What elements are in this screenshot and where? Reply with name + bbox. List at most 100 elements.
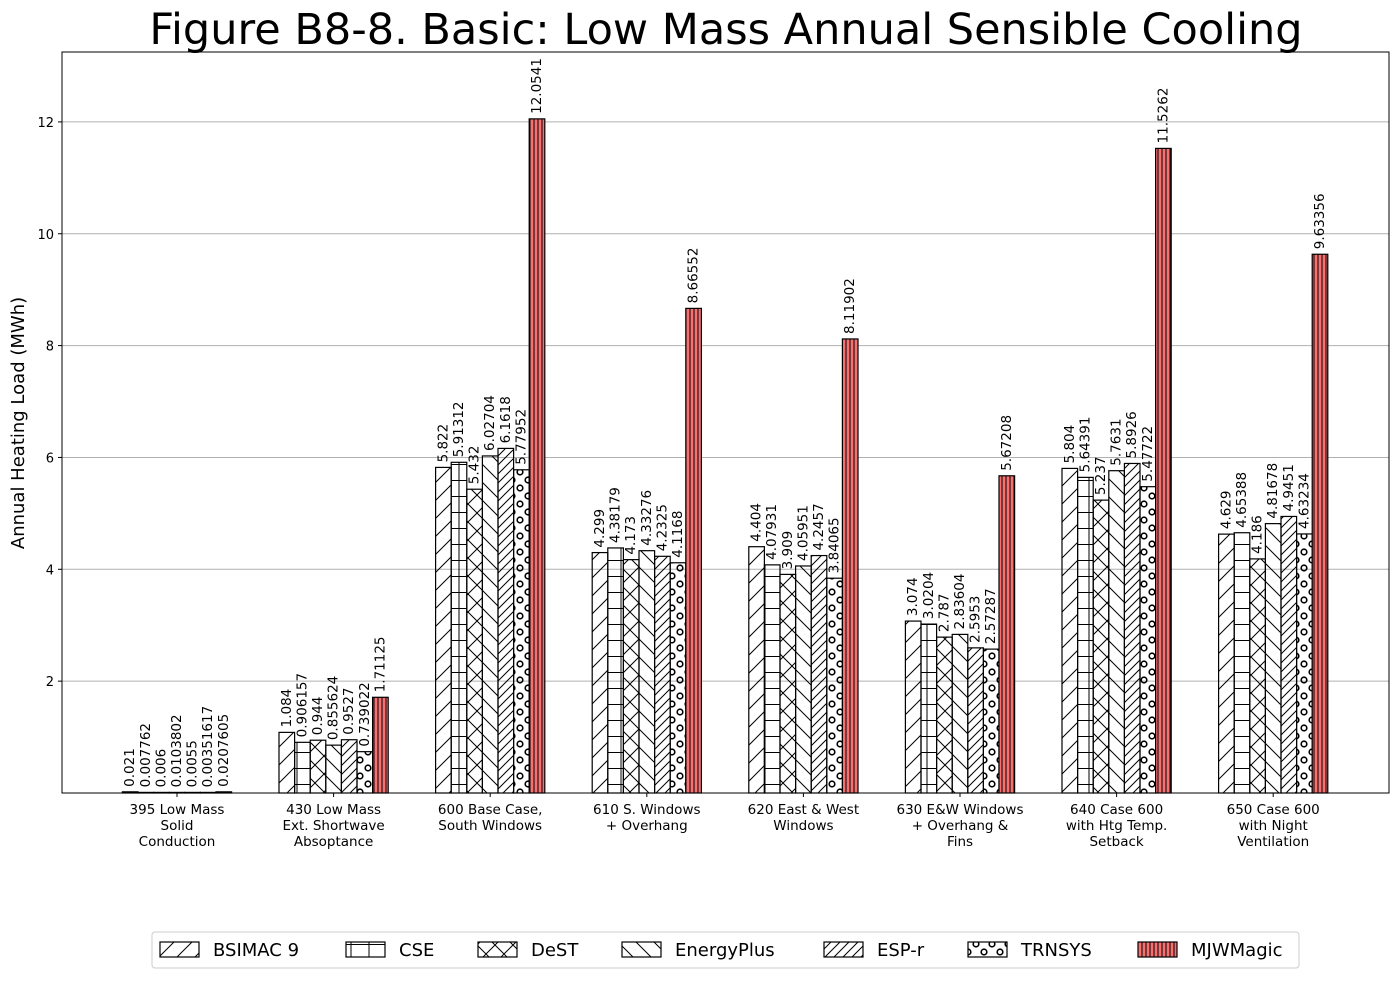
data-label: 3.074: [905, 577, 921, 616]
legend-swatch: [159, 941, 200, 958]
x-tick-label: 430 Low Mass Ext. Shortwave Absoptance: [282, 802, 384, 850]
bar: [1233, 532, 1251, 794]
data-label: 0.00351617: [200, 706, 216, 788]
bar: [669, 562, 687, 794]
legend-label: DeST: [531, 940, 579, 961]
data-label: 2.57287: [983, 588, 999, 644]
data-label: 5.822: [435, 424, 451, 463]
bar: [779, 573, 797, 794]
bar: [481, 455, 499, 794]
bar: [748, 546, 765, 794]
bar: [826, 577, 843, 794]
bar: [512, 469, 530, 794]
legend-swatch: [1137, 941, 1178, 958]
bar: [1061, 467, 1079, 794]
data-label: 1.71125: [372, 636, 388, 692]
legend-label: BSIMAC 9: [213, 940, 299, 961]
data-label: 9.63356: [1312, 193, 1328, 249]
data-label: 0.0055: [185, 740, 201, 787]
legend-label: EnergyPlus: [675, 940, 775, 961]
x-tick-label: 630 E&W Windows + Overhang & Fins: [896, 802, 1023, 850]
data-label: 0.944: [310, 697, 326, 736]
data-label: 0.007762: [138, 723, 154, 787]
data-label: 5.804: [1062, 425, 1078, 464]
data-label: 4.2457: [811, 503, 827, 550]
legend-label: MJWMagic: [1191, 940, 1283, 961]
data-label: 12.0541: [529, 58, 545, 114]
data-label: 4.81678: [1265, 463, 1281, 519]
bar: [1154, 147, 1172, 794]
bar: [1264, 523, 1282, 794]
bar: [309, 739, 327, 794]
data-label: 4.07931: [764, 504, 780, 560]
data-label: 4.2325: [654, 504, 670, 551]
legend-swatch: [967, 941, 1008, 958]
y-axis: 2 4 6 8 10 12: [37, 116, 62, 690]
bar: [1139, 486, 1157, 794]
bar: [622, 559, 640, 794]
bar: [638, 550, 656, 794]
legend-frame: [151, 931, 1300, 969]
bar: [982, 648, 1000, 794]
x-tick-label: 600 Base Case, South Windows: [438, 802, 543, 834]
y-tick-label: 6: [46, 451, 54, 466]
x-tick-label: 395 Low Mass Solid Conduction: [130, 802, 225, 850]
data-label: 2.787: [936, 593, 952, 632]
data-label: 5.237: [1093, 456, 1109, 495]
data-label: 4.173: [623, 516, 639, 555]
data-label: 4.63234: [1296, 473, 1312, 529]
data-label: 6.1618: [498, 396, 514, 443]
data-label: 0.739022: [357, 682, 373, 746]
data-label: 8.66552: [686, 248, 702, 304]
bar: [841, 338, 859, 794]
data-label: 3.909: [780, 531, 796, 570]
data-label: 5.64391: [1077, 417, 1093, 473]
bar: [763, 564, 781, 794]
gridlines: [62, 121, 1389, 682]
data-label: 5.47722: [1140, 426, 1156, 482]
bar: [685, 307, 702, 794]
bar: [967, 647, 984, 794]
bar: [435, 466, 452, 794]
x-tick-label: 640 Case 600 with Htg Temp. Setback: [1066, 802, 1168, 850]
bar: [278, 731, 296, 794]
bar: [1092, 499, 1110, 794]
bar: [1217, 533, 1235, 794]
y-tick-label: 10: [37, 228, 54, 243]
bars: [121, 118, 1329, 794]
data-label: 8.11902: [842, 278, 858, 334]
bar: [1249, 558, 1267, 794]
x-tick-label: 610 S. Windows + Overhang: [593, 802, 700, 834]
y-tick-label: 8: [46, 340, 54, 355]
data-label: 4.1168: [670, 511, 686, 558]
bar: [794, 565, 812, 794]
bar: [951, 633, 969, 794]
bar: [591, 551, 609, 794]
data-label: 0.0207605: [216, 714, 232, 787]
data-label: 0.855624: [326, 676, 342, 740]
legend-label: CSE: [399, 940, 434, 961]
data-label: 3.84065: [827, 517, 843, 573]
x-tick-label: 650 Case 600 with Night Ventilation: [1227, 802, 1320, 850]
bar: [294, 741, 311, 794]
plot-frame: [61, 51, 1390, 794]
legend-swatch: [477, 941, 518, 958]
data-label: 5.8926: [1124, 411, 1140, 458]
legend-swatch: [823, 941, 864, 958]
data-label: 1.084: [279, 689, 295, 728]
bar: [340, 739, 358, 794]
data-label: 0.9527: [341, 687, 357, 734]
data-label: 4.186: [1250, 515, 1266, 554]
chart-title: Figure B8-8. Basic: Low Mass Annual Sens…: [149, 5, 1302, 55]
bar: [810, 554, 828, 794]
data-label: 5.7631: [1109, 418, 1125, 465]
bar: [450, 461, 468, 794]
bar: [466, 488, 483, 794]
bar: [904, 620, 922, 794]
bar: [935, 636, 953, 794]
data-label: 4.629: [1218, 490, 1234, 529]
y-axis-label: Annual Heating Load (MWh): [8, 297, 29, 549]
data-label: 4.404: [749, 503, 765, 542]
